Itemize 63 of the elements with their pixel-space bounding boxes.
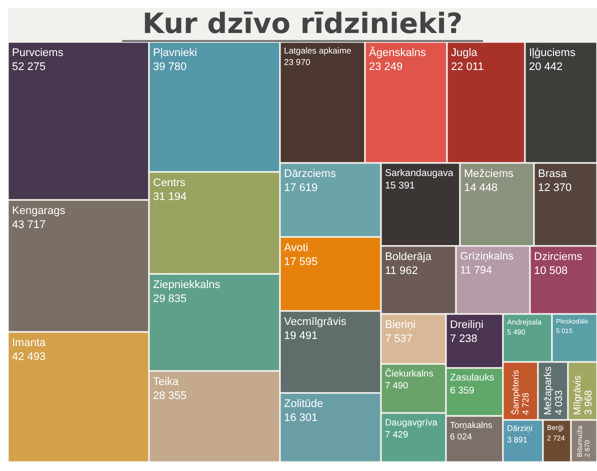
data-label: 22 011 [451, 61, 484, 73]
category-label: Kengarags [12, 205, 66, 217]
text: Kur dzīvo rīdzinieki? [122, 7, 483, 42]
category-label: Avoti [284, 242, 308, 254]
data-label: 4 728 [520, 392, 530, 415]
data-label: 3 968 [583, 390, 594, 415]
category-label: Centrs [153, 177, 186, 189]
data-label: 19 491 [284, 330, 318, 342]
category-label: Sarkandaugava [385, 168, 454, 179]
data-label: 28 355 [153, 390, 187, 402]
category-label: Bolderāja [385, 251, 432, 263]
category-label: Brasa [538, 168, 568, 180]
data-label: 42 493 [12, 351, 46, 363]
category-label: Iļģuciems [529, 47, 576, 59]
category-label: Grīziņkalns [460, 250, 514, 263]
category-label: Čiekurkalns [385, 367, 434, 378]
category-label: Dārzciems [284, 168, 336, 180]
data-label: 52 275 [12, 61, 46, 73]
category-label: Daugavgrīva [385, 417, 438, 428]
category-label: Vecmīlgrāvis [284, 316, 347, 328]
data-label: 6 359 [450, 385, 474, 396]
data-label: 12 370 [538, 182, 572, 194]
data-label: 4 033 [554, 390, 565, 415]
category-label: Šampēteris [510, 369, 520, 415]
data-label: 23 249 [369, 61, 403, 73]
data-label: 6 024 [450, 432, 472, 442]
data-label: 29 835 [153, 293, 187, 305]
data-label: 15 391 [385, 180, 415, 192]
data-label: 7 238 [450, 332, 478, 345]
category-label: Zasulauks [450, 372, 494, 384]
category-label: Bieriņi [385, 319, 416, 331]
data-label: 3 891 [507, 435, 528, 444]
data-label: 17 619 [284, 182, 318, 194]
data-label: 31 194 [153, 191, 187, 203]
category-label: Ziepniekkalns [153, 279, 221, 291]
data-label: 17 595 [284, 256, 318, 268]
data-label: 20 442 [529, 61, 563, 73]
data-label: 7 537 [385, 333, 413, 345]
category-label: Jugla [451, 47, 478, 59]
category-label: Dzirciems [534, 251, 583, 263]
data-label: 7 490 [385, 380, 408, 391]
category-label: Dreiliņi [450, 318, 484, 331]
category-label: Purvciems [12, 47, 64, 59]
category-label: Teika [153, 376, 180, 388]
data-label: 10 508 [534, 265, 568, 277]
data-label: 11 962 [385, 265, 418, 277]
category-label: Dārziņi [507, 424, 533, 434]
data-label: 43 717 [12, 219, 46, 231]
category-label: Mežciems [464, 168, 514, 180]
category-label: Pļavnieki [153, 47, 198, 59]
category-label: Zolitūde [284, 398, 324, 410]
data-label: 11 794 [460, 264, 492, 276]
category-label: Āgenskalns [369, 46, 426, 59]
data-label: 16 301 [284, 412, 318, 424]
category-label: Imanta [12, 337, 47, 349]
data-label: 7 429 [385, 430, 408, 440]
data-label: 39 780 [153, 61, 187, 73]
data-label: 23 970 [284, 57, 310, 68]
category-label: Latgales apkaime [284, 46, 352, 56]
category-label: Mīlgrāvis [572, 375, 584, 415]
category-label: Torņakalns [450, 420, 493, 430]
data-label: 14 448 [464, 182, 498, 194]
category-label: Mežaparks [543, 366, 554, 415]
